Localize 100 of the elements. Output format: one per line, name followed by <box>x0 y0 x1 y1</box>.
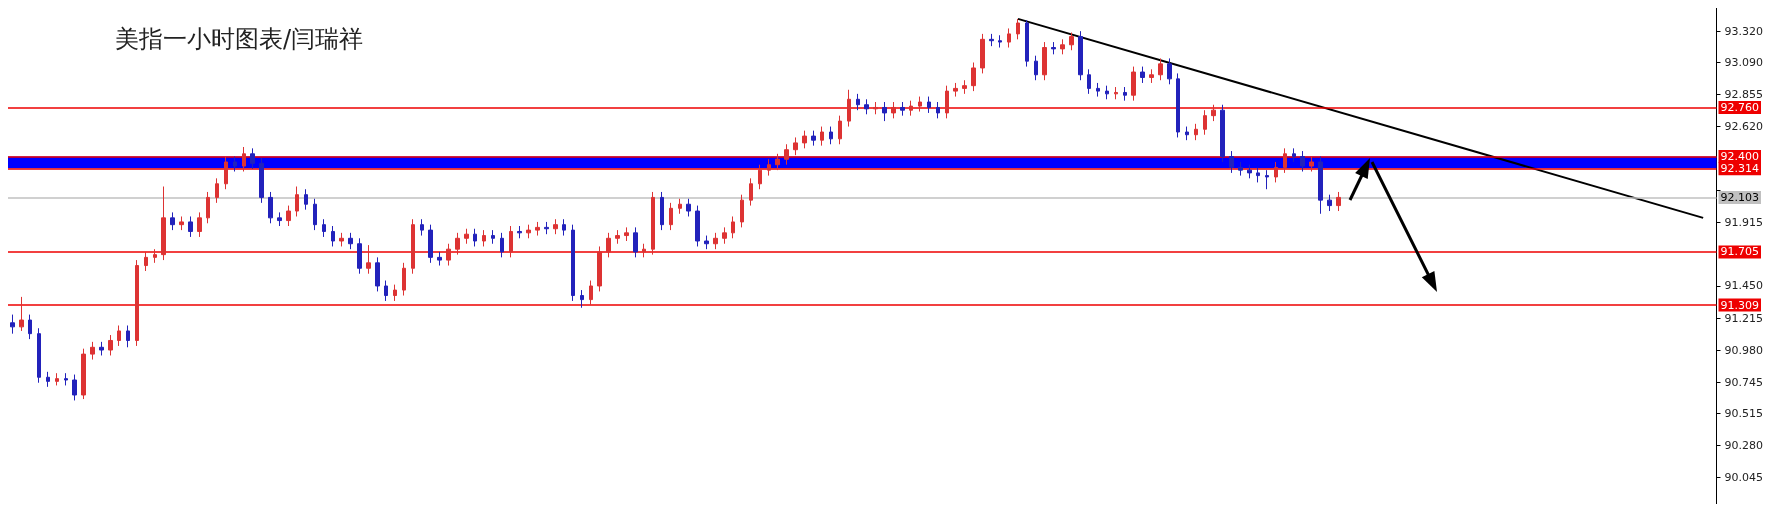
candlestick <box>980 33 985 74</box>
candlestick <box>295 186 299 217</box>
y-tick-label: 91.215 <box>1724 311 1764 325</box>
candlestick <box>660 191 664 231</box>
candlestick <box>19 296 24 332</box>
candlestick <box>1176 72 1180 138</box>
candlestick <box>847 89 851 128</box>
candlestick <box>1087 68 1091 95</box>
candlestick <box>562 218 566 237</box>
candlestick <box>455 232 460 256</box>
ref-line-label: 92.314 <box>1720 162 1760 176</box>
candlestick <box>437 251 442 267</box>
candlestick <box>1283 147 1287 174</box>
text: 美指一小时图表/闫瑞祥 <box>115 25 364 53</box>
candlestick <box>1069 32 1074 51</box>
candlestick <box>829 126 833 145</box>
candlestick <box>989 33 994 47</box>
candlestick <box>491 229 495 245</box>
candlestick <box>526 224 531 239</box>
candlestick <box>864 98 869 115</box>
candlestick <box>366 244 371 275</box>
candlestick <box>402 262 406 297</box>
candlestick <box>348 232 353 250</box>
candlestick <box>1060 38 1065 55</box>
candlestick <box>713 232 718 250</box>
candlestick <box>1238 161 1243 177</box>
candlestick <box>509 225 513 258</box>
candlestick <box>1292 147 1296 163</box>
candlestick <box>179 215 184 231</box>
candlestick <box>678 198 682 215</box>
candlestick <box>259 157 264 204</box>
ref-line-label: 91.309 <box>1720 298 1760 312</box>
candlestick <box>1185 126 1189 141</box>
candlestick <box>268 191 273 224</box>
candlestick <box>1194 123 1198 141</box>
candlestick <box>99 341 104 356</box>
candlestick <box>81 348 86 400</box>
y-tick-label: 91.450 <box>1724 279 1764 293</box>
candlestick <box>971 62 976 92</box>
candlestick <box>384 280 388 302</box>
candlestick <box>802 130 807 149</box>
candlestick <box>1203 109 1207 136</box>
candlestick <box>473 228 477 247</box>
candlestick <box>669 202 673 231</box>
candlestick <box>633 226 638 258</box>
candlestick <box>1025 19 1029 68</box>
candlestick <box>46 371 50 388</box>
candlestick <box>1149 68 1154 84</box>
candlestick <box>749 177 753 207</box>
candlestick <box>767 158 771 177</box>
candlestick <box>1309 156 1314 173</box>
candlestick <box>918 96 922 113</box>
candlestick <box>242 146 246 173</box>
candlestick <box>962 79 967 95</box>
candlestick <box>1034 55 1038 81</box>
candlestick <box>188 215 193 238</box>
candlestick <box>313 198 317 231</box>
candlestick <box>375 256 380 292</box>
candlestick <box>695 205 700 247</box>
candlestick <box>28 314 32 340</box>
candlestick <box>838 115 842 145</box>
candlestick <box>1220 104 1225 163</box>
candlestick <box>873 101 878 115</box>
candlestick <box>1105 85 1109 100</box>
ref-line-label: 92.760 <box>1720 100 1760 114</box>
candlestick <box>597 245 602 292</box>
candlestick <box>953 82 958 98</box>
candlestick <box>90 341 95 361</box>
candlestick <box>357 237 362 275</box>
candlestick <box>891 101 896 119</box>
candlestick <box>651 191 655 256</box>
candlestick <box>411 218 415 275</box>
candlestick <box>206 191 210 224</box>
candlestick <box>304 188 308 211</box>
candlestick <box>286 205 291 227</box>
candlestick <box>624 226 629 242</box>
candlestick <box>1318 156 1323 215</box>
y-tick-label: 90.980 <box>1724 343 1764 357</box>
ref-line-label: 92.400 <box>1720 150 1760 164</box>
candlestick <box>758 164 762 190</box>
y-tick-label: 91.915 <box>1724 216 1764 230</box>
candlestick <box>553 218 558 235</box>
candlestick <box>517 225 522 239</box>
candlestick <box>775 153 780 171</box>
candlestick <box>144 251 148 272</box>
candlestick <box>580 289 584 309</box>
candlestick <box>615 229 620 245</box>
candlestick <box>197 211 202 238</box>
candlestick <box>900 101 905 117</box>
candlestick <box>428 224 433 264</box>
candlestick <box>820 126 824 147</box>
candlestick <box>936 101 940 119</box>
candlestick <box>1229 150 1234 174</box>
candlestick <box>1123 86 1127 102</box>
y-tick-label: 90.045 <box>1724 470 1764 484</box>
ref-line-label: 91.705 <box>1720 245 1760 259</box>
candlestick <box>1336 191 1341 212</box>
candlestick <box>10 314 15 335</box>
candlestick <box>233 156 237 173</box>
candlestick <box>464 228 469 245</box>
